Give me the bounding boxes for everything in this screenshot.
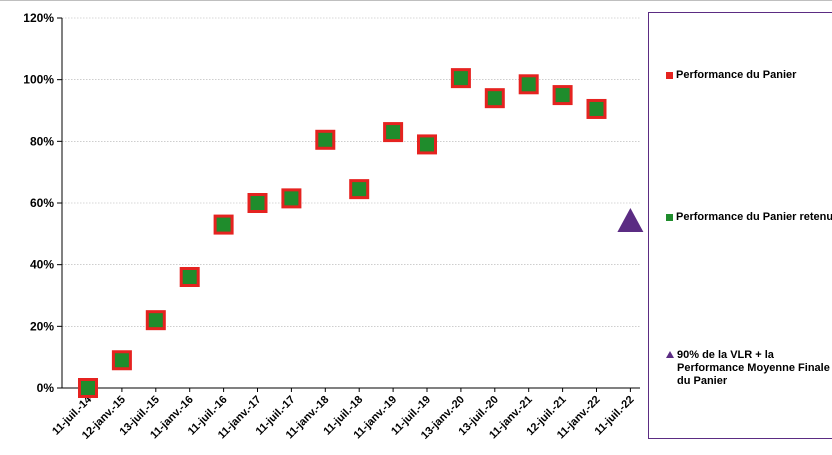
y-tick-label: 20% (30, 319, 54, 333)
performance-retenue-point (318, 132, 333, 147)
y-tick-label: 60% (30, 196, 54, 210)
green-square-swatch-icon (666, 214, 673, 221)
legend-label: Performance du Panier retenue (676, 211, 832, 223)
performance-retenue-point (284, 191, 299, 206)
performance-retenue-point (386, 125, 401, 140)
performance-retenue-point (487, 91, 502, 106)
performance-retenue-point (453, 71, 468, 86)
performance-retenue-point (589, 101, 604, 116)
y-tick-label: 100% (23, 73, 54, 87)
purple-triangle-swatch-icon (666, 351, 674, 358)
chart-plot: 0% 20% 40% 60% 80% 100% 120% 11-juil.-1412-jan… (23, 11, 644, 442)
y-tick-label: 40% (30, 258, 54, 272)
y-tick-label: 80% (30, 134, 54, 148)
top-border-line (0, 0, 832, 1)
legend-label: Performance du Panier (676, 69, 797, 81)
performance-retenue-point (148, 313, 163, 328)
legend-item-performance-retenue: Performance du Panier retenue (666, 211, 832, 224)
performance-retenue-point (216, 217, 231, 232)
performance-retenue-point (521, 77, 536, 92)
performance-retenue-point (81, 381, 95, 395)
legend-item-vlr-performance-moyenne: 90% de la VLR + la Performance Moyenne F… (666, 349, 832, 388)
performance-retenue-point (114, 353, 129, 368)
data-markers (78, 68, 644, 398)
y-axis-ticks: 0% 20% 40% 60% 80% 100% 120% (23, 11, 54, 395)
performance-retenue-point (250, 196, 265, 210)
x-axis-ticks: 11-juil.-1412-janv.-1513-juil.-1511-janv… (50, 393, 636, 442)
legend-label: 90% de la VLR + la Performance Moyenne F… (677, 349, 830, 387)
performance-retenue-point (352, 182, 367, 197)
red-square-swatch-icon (666, 72, 673, 79)
axes (57, 17, 640, 392)
performance-retenue-point (420, 137, 434, 152)
y-tick-label: 0% (37, 381, 55, 395)
legend: Performance du Panier Performance du Pan… (648, 12, 832, 439)
performance-retenue-point (182, 270, 197, 284)
performance-retenue-point (555, 88, 570, 103)
y-tick-label: 120% (23, 11, 54, 25)
vlr-performance-moyenne-point (617, 208, 644, 233)
gridlines (62, 17, 640, 327)
legend-item-performance-du-panier: Performance du Panier (666, 69, 832, 82)
